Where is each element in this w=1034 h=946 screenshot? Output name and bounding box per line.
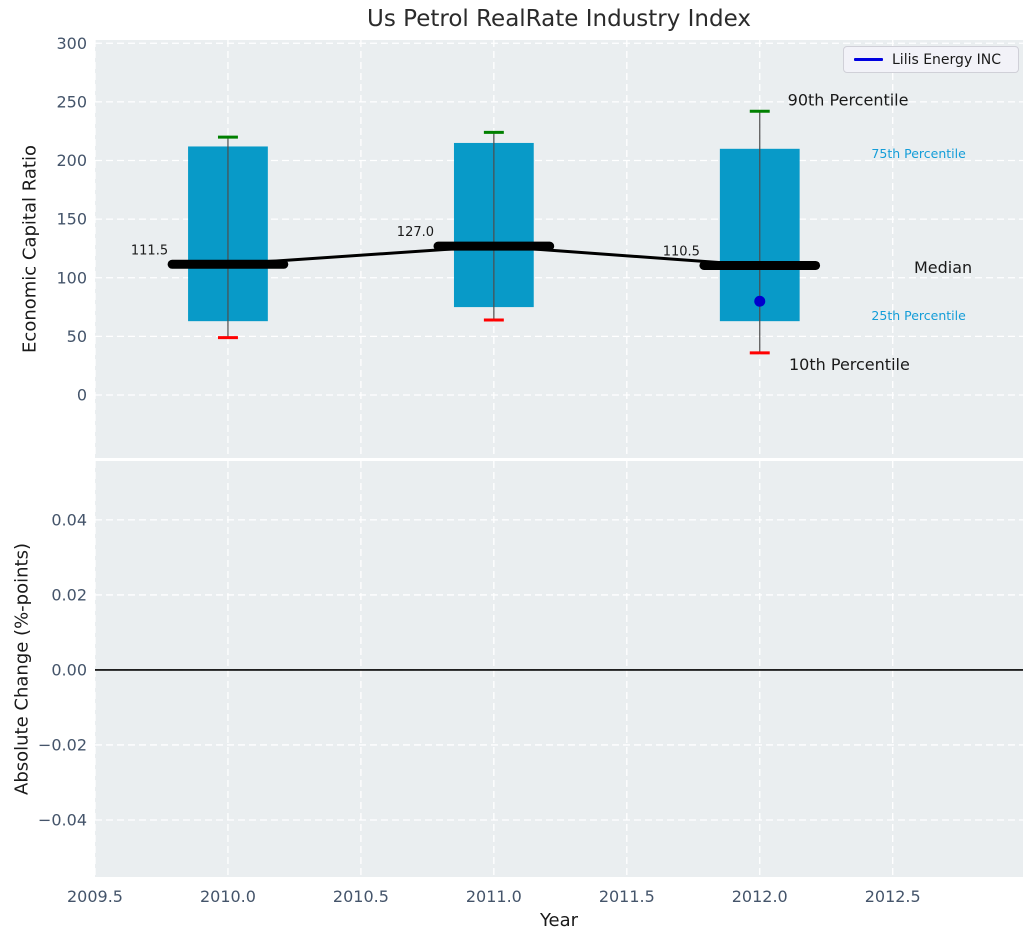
bottom-y-tick-label: 0.04 [51,510,87,529]
bottom-y-tick-label: 0.02 [51,585,87,604]
top-y-tick-label: 250 [56,92,87,111]
x-axis-label: Year [539,910,579,931]
top-y-tick-label: 100 [56,268,87,287]
company-marker-dot [754,295,766,307]
chart-title: Us Petrol RealRate Industry Index [367,6,751,32]
top-y-tick-label: 200 [56,151,87,170]
bottom-plot-background [95,461,1023,877]
top-y-tick-label: 300 [56,34,87,53]
median-value-label-2010: 111.5 [131,243,168,258]
bottom-y-axis-label: Absolute Change (%-points) [11,543,33,795]
x-tick-label: 2012.5 [865,887,921,906]
top-y-tick-label: 50 [67,327,87,346]
top-y-tick-label: 0 [77,386,87,405]
bottom-y-tick-label: −0.02 [38,735,87,754]
legend-line-swatch [854,58,883,61]
x-tick-label: 2012.0 [732,887,788,906]
x-tick-label: 2010.5 [333,887,389,906]
legend-label: Lilis Energy INC [892,51,1002,68]
median-value-label-2011: 127.0 [397,225,434,240]
median-value-label-2012: 110.5 [663,244,700,259]
annotation-10th-percentile: 10th Percentile [789,355,910,374]
x-tick-label: 2011.0 [466,887,522,906]
annotation-75th-percentile: 75th Percentile [871,146,966,161]
bottom-y-tick-label: 0.00 [51,660,87,679]
annotation-90th-percentile: 90th Percentile [788,91,909,110]
x-tick-label: 2009.5 [67,887,123,906]
x-tick-label: 2011.5 [599,887,655,906]
top-y-tick-label: 150 [56,210,87,229]
x-tick-label: 2010.0 [200,887,256,906]
annotation-median: Median [914,258,972,277]
bottom-y-tick-label: −0.04 [38,810,87,829]
top-y-axis-label: Economic Capital Ratio [19,145,41,353]
legend: Lilis Energy INC [843,46,1019,73]
annotation-25th-percentile: 25th Percentile [871,308,966,323]
